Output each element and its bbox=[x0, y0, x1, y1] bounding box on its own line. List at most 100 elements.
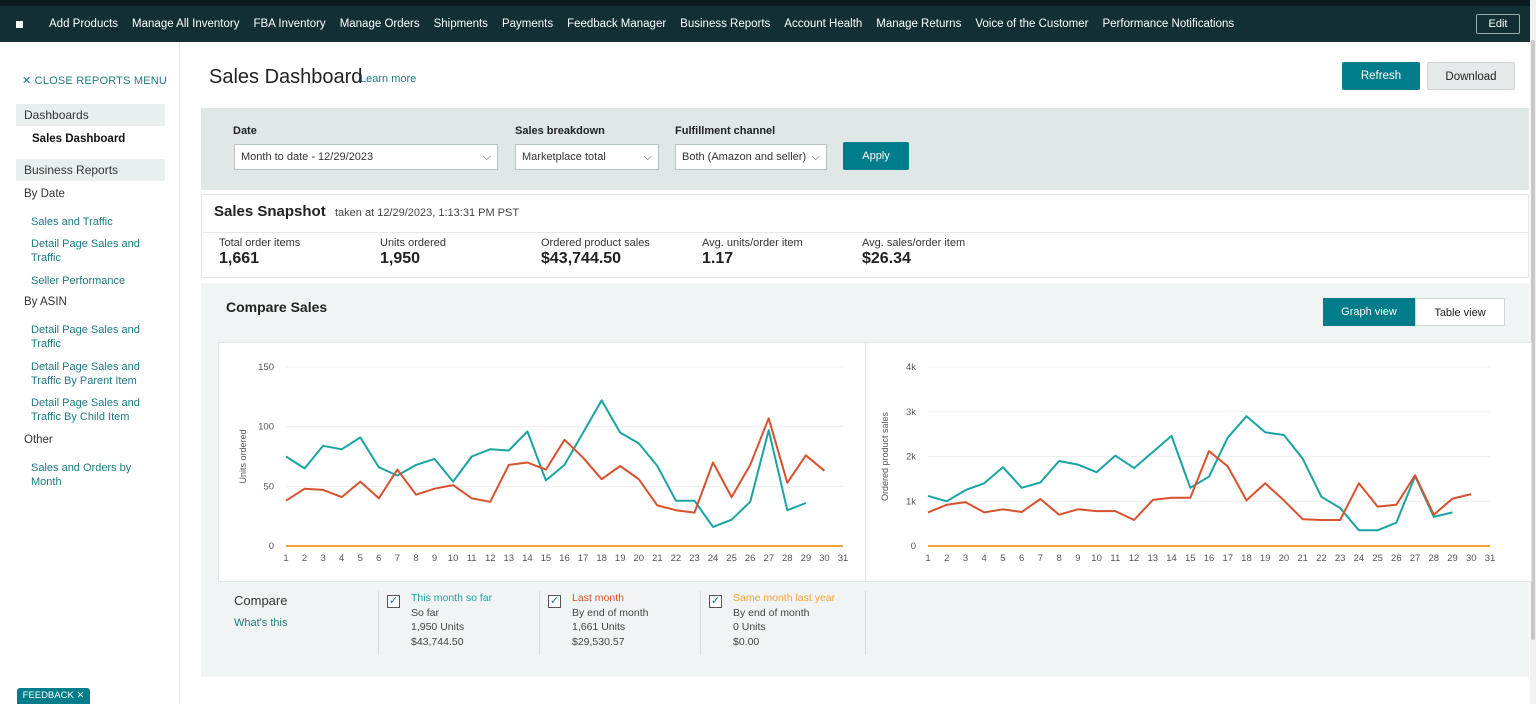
chart-separator bbox=[865, 343, 866, 581]
y-tick-label: 3k bbox=[906, 407, 916, 418]
metric-value: 1,950 bbox=[380, 250, 421, 267]
sidebar-link-asin-parent-item[interactable]: Detail Page Sales and Traffic By Parent … bbox=[31, 361, 140, 387]
channel-filter-label: Fulfillment channel bbox=[675, 125, 776, 137]
feedback-button[interactable]: FEEDBACK ✕ bbox=[17, 688, 90, 704]
chevron-down-icon: ⌵ bbox=[811, 151, 820, 163]
checkbox-last-month[interactable]: ✓ bbox=[548, 595, 561, 608]
x-tick-label: 16 bbox=[559, 553, 570, 564]
x-tick-label: 23 bbox=[689, 553, 700, 564]
download-button[interactable]: Download bbox=[1427, 62, 1515, 90]
x-tick-label: 3 bbox=[963, 553, 968, 564]
y-tick-label: 100 bbox=[258, 422, 274, 433]
x-tick-label: 3 bbox=[320, 553, 325, 564]
nav-manage-returns[interactable]: Manage Returns bbox=[876, 18, 962, 30]
x-tick-label: 7 bbox=[395, 553, 400, 564]
legend-sub: So far bbox=[411, 606, 440, 619]
x-tick-label: 15 bbox=[541, 553, 552, 564]
chevron-down-icon: ⌵ bbox=[643, 151, 652, 163]
nav-feedback-manager[interactable]: Feedback Manager bbox=[567, 18, 667, 30]
legend-units: 1,950 Units bbox=[411, 621, 465, 633]
checkbox-this-month[interactable]: ✓ bbox=[387, 595, 400, 608]
nav-manage-all-inventory[interactable]: Manage All Inventory bbox=[132, 18, 240, 30]
graph-view-button[interactable]: Graph view bbox=[1323, 298, 1415, 326]
legend-title: Same month last year bbox=[733, 592, 836, 604]
x-tick-label: 12 bbox=[1129, 553, 1140, 564]
menu-icon[interactable] bbox=[16, 20, 23, 28]
x-tick-label: 8 bbox=[413, 553, 418, 564]
x-tick-label: 13 bbox=[1148, 553, 1159, 564]
sales-snapshot: Sales Snapshot taken at 12/29/2023, 1:13… bbox=[201, 194, 1529, 278]
reports-sidebar: ✕ CLOSE REPORTS MENU Dashboards Sales Da… bbox=[0, 42, 180, 704]
refresh-button[interactable]: Refresh bbox=[1342, 62, 1420, 90]
x-tick-label: 31 bbox=[1485, 553, 1496, 564]
checkbox-same-month-last-year[interactable]: ✓ bbox=[709, 595, 722, 608]
x-tick-label: 25 bbox=[1372, 553, 1383, 564]
sidebar-group-other: Other bbox=[24, 434, 53, 446]
nav-performance-notifications[interactable]: Performance Notifications bbox=[1102, 18, 1235, 30]
nav-voice-of-customer[interactable]: Voice of the Customer bbox=[975, 18, 1089, 30]
x-tick-label: 1 bbox=[925, 553, 930, 564]
edit-button[interactable]: Edit bbox=[1476, 14, 1520, 34]
close-reports-menu[interactable]: ✕ CLOSE REPORTS MENU bbox=[22, 75, 168, 87]
x-tick-label: 18 bbox=[596, 553, 607, 564]
y-axis-label: Ordered product sales bbox=[880, 411, 890, 501]
legend-units: 1,661 Units bbox=[572, 621, 626, 633]
sidebar-link-seller-performance[interactable]: Seller Performance bbox=[31, 275, 126, 287]
x-tick-label: 24 bbox=[708, 553, 719, 564]
breakdown-select[interactable]: Marketplace total ⌵ bbox=[515, 144, 659, 170]
x-tick-label: 30 bbox=[1466, 553, 1477, 564]
nav-business-reports[interactable]: Business Reports bbox=[680, 18, 771, 30]
channel-select[interactable]: Both (Amazon and seller) ⌵ bbox=[675, 144, 827, 170]
learn-more-link[interactable]: Learn more bbox=[360, 73, 417, 85]
x-tick-label: 18 bbox=[1241, 553, 1252, 564]
y-tick-label: 0 bbox=[269, 541, 274, 552]
nav-fba-inventory[interactable]: FBA Inventory bbox=[253, 18, 326, 30]
date-select[interactable]: Month to date - 12/29/2023 ⌵ bbox=[234, 144, 498, 170]
table-view-button[interactable]: Table view bbox=[1415, 298, 1505, 326]
x-tick-label: 20 bbox=[1279, 553, 1290, 564]
x-tick-label: 26 bbox=[1391, 553, 1402, 564]
nav-account-health[interactable]: Account Health bbox=[784, 18, 863, 30]
nav-manage-orders[interactable]: Manage Orders bbox=[339, 18, 420, 30]
sidebar-link-sales-traffic[interactable]: Sales and Traffic bbox=[31, 216, 113, 228]
legend-sales: $43,744.50 bbox=[411, 635, 464, 648]
apply-button[interactable]: Apply bbox=[843, 142, 909, 170]
x-tick-label: 4 bbox=[339, 553, 344, 564]
date-filter-label: Date bbox=[233, 125, 257, 137]
x-tick-label: 1 bbox=[283, 553, 288, 564]
series-line bbox=[927, 415, 1453, 532]
metric-label: Avg. sales/order item bbox=[862, 237, 966, 249]
x-tick-label: 27 bbox=[1410, 553, 1421, 564]
scrollbar-thumb[interactable] bbox=[1531, 40, 1535, 640]
compare-sales-panel: Compare Sales Graph view Table view 0 50 1… bbox=[201, 283, 1532, 677]
nav-payments[interactable]: Payments bbox=[501, 18, 554, 30]
nav-shipments[interactable]: Shipments bbox=[433, 18, 488, 30]
metric-value: 1,661 bbox=[219, 250, 260, 267]
sidebar-link-detail-page-sales-traffic[interactable]: Detail Page Sales and Traffic bbox=[31, 238, 140, 264]
x-tick-label: 4 bbox=[982, 553, 987, 564]
legend-text: Last month By end of month 1,661 Units $… bbox=[572, 591, 648, 649]
sidebar-link-asin-child-item[interactable]: Detail Page Sales and Traffic By Child I… bbox=[31, 397, 140, 423]
y-tick-label: 50 bbox=[263, 481, 274, 492]
sidebar-link-asin-detail-page[interactable]: Detail Page Sales and Traffic bbox=[31, 324, 140, 350]
whats-this-link[interactable]: What's this bbox=[234, 617, 288, 629]
metric-avg-sales: Avg. sales/order item $26.34 bbox=[862, 237, 965, 268]
x-tick-label: 19 bbox=[615, 553, 626, 564]
page-scrollbar[interactable] bbox=[1530, 0, 1536, 704]
sidebar-group-by-asin: By ASIN bbox=[24, 296, 67, 308]
legend-text: This month so far So far 1,950 Units $43… bbox=[411, 591, 492, 649]
nav-add-products[interactable]: Add Products bbox=[49, 18, 119, 30]
main-content: Sales Dashboard Learn more Refresh Downl… bbox=[201, 42, 1532, 704]
sidebar-link-sales-orders-month[interactable]: Sales and Orders by Month bbox=[31, 462, 132, 488]
x-tick-label: 15 bbox=[1185, 553, 1196, 564]
x-tick-label: 7 bbox=[1038, 553, 1043, 564]
x-tick-label: 5 bbox=[358, 553, 363, 564]
x-tick-label: 10 bbox=[448, 553, 459, 564]
page-title: Sales Dashboard bbox=[209, 66, 363, 88]
legend-title: This month so far bbox=[411, 592, 493, 604]
x-tick-label: 31 bbox=[838, 553, 849, 564]
sidebar-item-sales-dashboard[interactable]: Sales Dashboard bbox=[32, 133, 126, 145]
x-tick-label: 17 bbox=[578, 553, 589, 564]
y-tick-label: 4k bbox=[906, 362, 916, 373]
